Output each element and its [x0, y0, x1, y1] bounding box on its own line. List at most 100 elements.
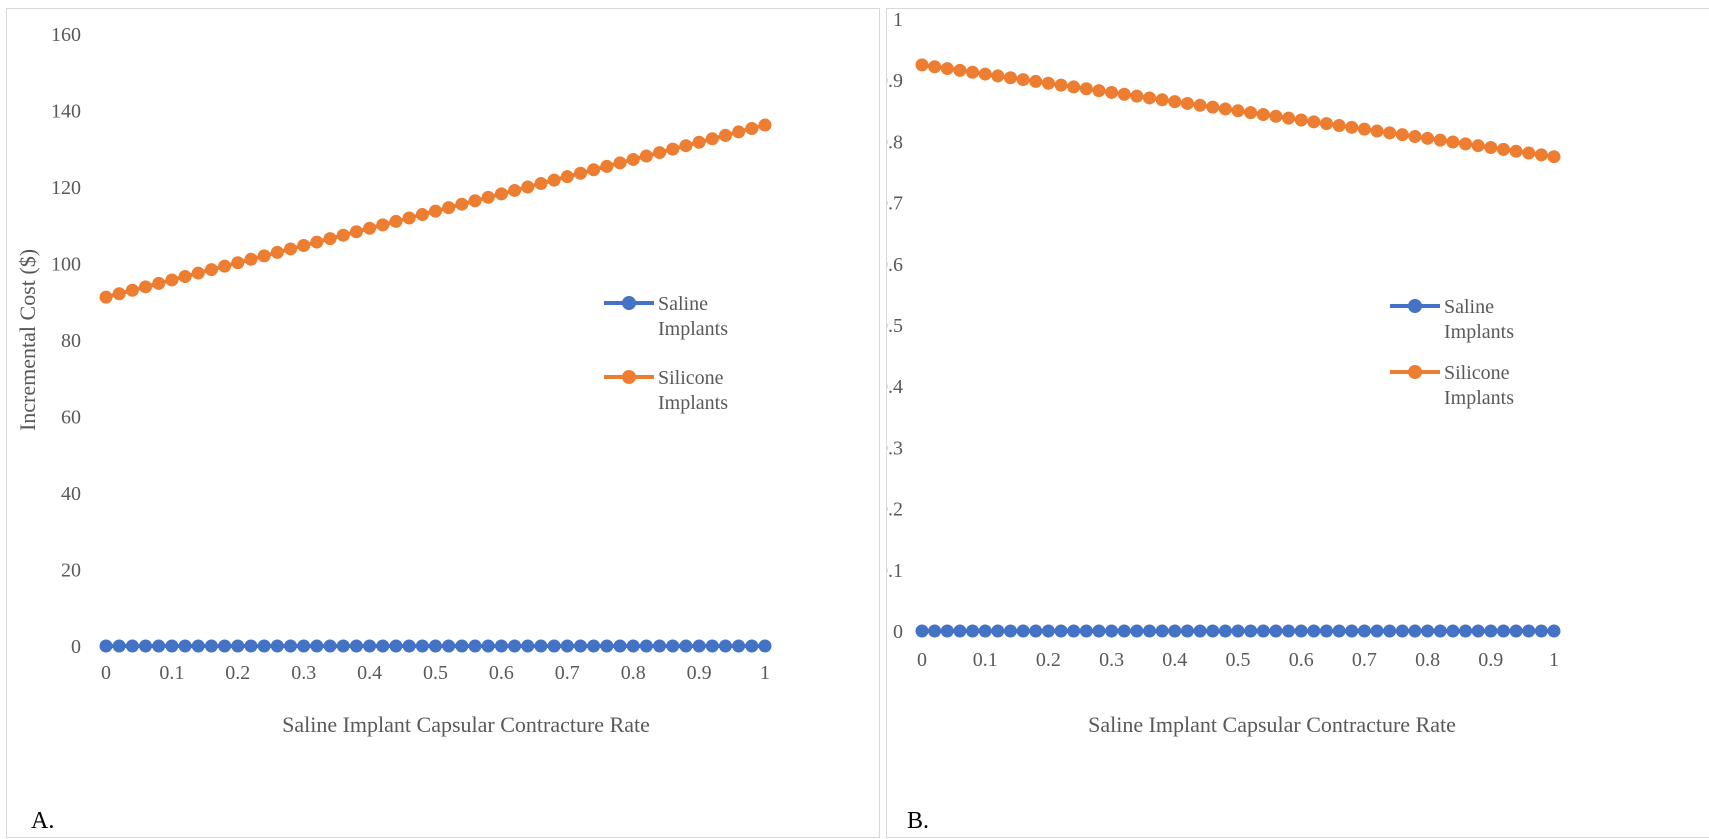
chart-a-data-point [244, 252, 258, 266]
chart-b-data-point [1332, 624, 1346, 638]
chart-b-data-point [1534, 148, 1548, 162]
chart-b-data-point [1130, 624, 1144, 638]
chart-b-data-point [953, 624, 967, 638]
chart-a-data-point [415, 639, 429, 653]
chart-b-data-point [1459, 624, 1473, 638]
chart-b-data-point [1155, 624, 1169, 638]
chart-a-data-point [587, 163, 601, 177]
chart-a-data-point [653, 639, 667, 653]
chart-b-x-tick-label: 1 [1549, 649, 1559, 671]
chart-b-data-point [1534, 624, 1548, 638]
chart-a-data-point [468, 194, 482, 208]
chart-b-data-point [991, 624, 1005, 638]
chart-a-y-tick-label: 0 [71, 636, 81, 658]
chart-a-data-point [666, 142, 680, 156]
chart-b-data-point [1256, 624, 1270, 638]
chart-a-data-point [508, 639, 522, 653]
chart-a-data-point [284, 242, 298, 256]
chart-a-data-point [732, 125, 746, 139]
chart-b-data-point [1180, 624, 1194, 638]
chart-b-y-tick-label: 1 [893, 9, 903, 31]
chart-b-data-point [1547, 150, 1561, 164]
chart-b-y-tick-label: 0 [893, 621, 903, 643]
chart-a-data-point [692, 135, 706, 149]
chart-b-x-tick-label: 0.2 [1036, 649, 1061, 671]
chart-b-data-point [1484, 141, 1498, 155]
chart-a-data-point [178, 639, 192, 653]
chart-a-data-point [534, 639, 548, 653]
chart-b-y-tick-label: 0.5 [887, 315, 903, 337]
chart-a-data-point [600, 159, 614, 173]
chart-a-data-point [442, 639, 456, 653]
chart-a-legend-entry-1: Saline Implants [604, 293, 728, 340]
chart-b-legend-label: Silicone Implants [1444, 362, 1514, 409]
chart-a-data-point [231, 639, 245, 653]
chart-a-x-tick-label: 0.7 [555, 662, 580, 684]
chart-b-data-point [1522, 146, 1536, 160]
chart-a-data-point [547, 639, 561, 653]
chart-a-data-point [415, 208, 429, 222]
chart-b-x-tick-label: 0 [917, 649, 927, 671]
chart-a-data-point [376, 639, 390, 653]
chart-b-data-point [1180, 96, 1194, 110]
chart-a-x-tick-label: 0.1 [159, 662, 184, 684]
chart-a-legend-label: Saline Implants [658, 293, 728, 340]
chart-b-data-point [928, 60, 942, 74]
chart-a-y-axis-title: Incremental Cost ($) [15, 249, 40, 431]
chart-b-data-point [1282, 624, 1296, 638]
chart-a-data-point [705, 132, 719, 146]
chart-b-data-point [1383, 126, 1397, 140]
chart-b-legend-entry-2: Silicone Implants [1390, 362, 1514, 409]
chart-b-data-point [1206, 624, 1220, 638]
panel-label-a: A. [31, 808, 55, 834]
chart-b-data-point [1496, 142, 1510, 156]
chart-a-data-point [639, 149, 653, 163]
chart-b-y-tick-label: 0.3 [887, 437, 903, 459]
chart-a-data-point [494, 639, 508, 653]
chart-a-data-point [402, 639, 416, 653]
chart-b-legend-label: Saline Implants [1444, 296, 1514, 343]
chart-a-data-point [204, 263, 218, 277]
chart-a-data-point [112, 639, 126, 653]
chart-b-data-point [1054, 624, 1068, 638]
chart-b-legend-marker [1408, 299, 1422, 313]
chart-b-data-point [1421, 624, 1435, 638]
chart-a-y-tick-label: 60 [61, 407, 81, 429]
chart-b-data-point [1345, 120, 1359, 134]
chart-b-data-point [940, 62, 954, 76]
chart-a-y-tick-label: 120 [51, 177, 81, 199]
chart-b-data-point [1256, 107, 1270, 121]
chart-a-x-tick-label: 1 [760, 662, 770, 684]
chart-b-data-point [1357, 624, 1371, 638]
chart-b-data-point [966, 624, 980, 638]
chart-a-data-point [270, 639, 284, 653]
chart-b-data-point [1433, 624, 1447, 638]
chart-a-data-point [679, 639, 693, 653]
chart-b-y-tick-label: 0.4 [887, 376, 903, 398]
chart-b-data-point [1395, 624, 1409, 638]
chart-a-data-point [494, 187, 508, 201]
chart-a-y-tick-label: 160 [51, 24, 81, 46]
chart-a-data-point [218, 259, 232, 273]
chart-b-data-point [953, 63, 967, 77]
chart-b-x-axis-title: Saline Implant Capsular Contracture Rate [1088, 712, 1456, 737]
chart-b-data-point [1143, 91, 1157, 105]
chart-b-y-tick-label: 0.9 [887, 70, 903, 92]
chart-b-data-point [1547, 624, 1561, 638]
chart-a-data-point [231, 256, 245, 270]
chart-a-data-point [204, 639, 218, 653]
chart-a-data-point [521, 180, 535, 194]
chart-a-data-point [521, 639, 535, 653]
chart-a-data-point [547, 173, 561, 187]
chart-a-data-point [679, 139, 693, 153]
chart-b-data-point [1319, 624, 1333, 638]
chart-b-data-point [1218, 624, 1232, 638]
chart-b-data-point [1269, 109, 1283, 123]
chart-a-data-point [125, 639, 139, 653]
chart-a-data-point [349, 225, 363, 239]
chart-b-legend-marker [1408, 365, 1422, 379]
chart-a-x-tick-label: 0.6 [489, 662, 514, 684]
chart-a-data-point [758, 639, 772, 653]
chart-a-svg: 0 20 40 60 80 100 120 140 160 0 0.1 0.2 0.3 0.4 0.5 0.6… [15, 24, 772, 737]
chart-b-data-point [1282, 111, 1296, 125]
